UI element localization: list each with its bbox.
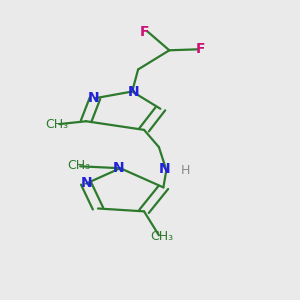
Text: CH₃: CH₃ bbox=[150, 230, 173, 243]
Text: N: N bbox=[128, 85, 140, 98]
Text: N: N bbox=[80, 176, 92, 190]
Text: F: F bbox=[139, 25, 149, 39]
Text: N: N bbox=[159, 162, 171, 176]
Text: N: N bbox=[88, 91, 99, 105]
Text: N: N bbox=[113, 161, 124, 175]
Text: F: F bbox=[196, 42, 205, 56]
Text: CH₃: CH₃ bbox=[45, 118, 68, 130]
Text: CH₃: CH₃ bbox=[67, 159, 90, 172]
Text: H: H bbox=[181, 164, 190, 177]
